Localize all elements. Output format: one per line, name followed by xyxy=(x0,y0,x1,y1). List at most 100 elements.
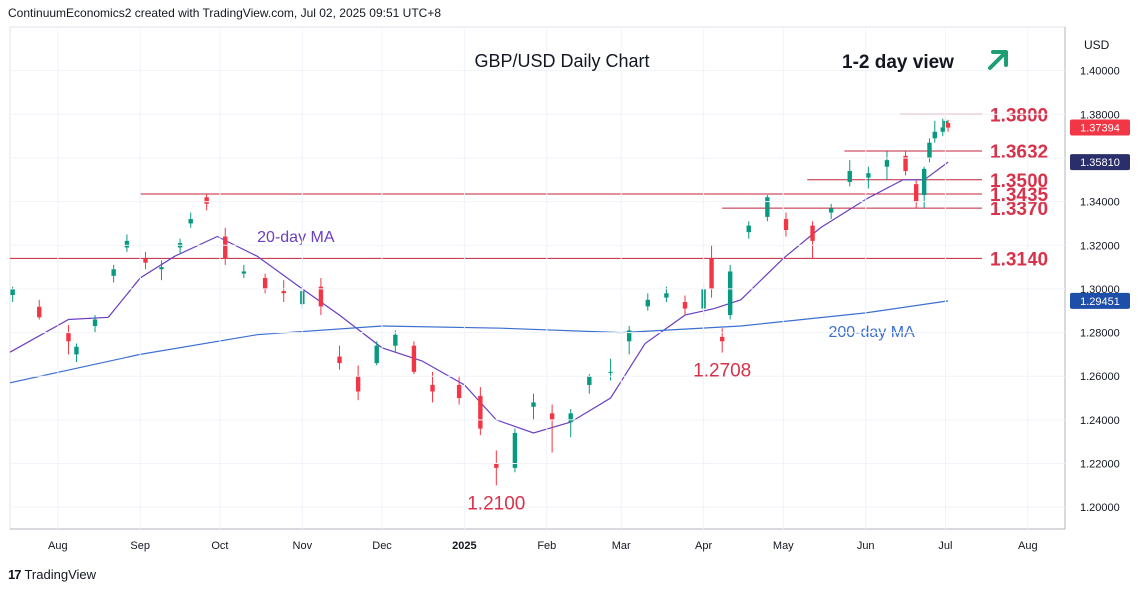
candle-body xyxy=(587,376,592,385)
time-tick-label: Nov xyxy=(293,540,313,552)
price-badge-label: 1.35810 xyxy=(1080,157,1120,169)
candle-body xyxy=(281,291,286,294)
candle xyxy=(411,341,417,375)
candle xyxy=(587,374,592,394)
candle xyxy=(645,293,650,311)
candle xyxy=(337,345,342,370)
candle-body xyxy=(10,289,15,296)
candle xyxy=(393,330,398,353)
chart-annotations: 1.2708 1.2100 xyxy=(467,361,751,515)
candle-body xyxy=(241,271,247,274)
candle xyxy=(765,195,770,222)
candle-body xyxy=(262,278,268,289)
candle xyxy=(512,428,518,473)
candle-body xyxy=(374,345,379,364)
candle-body xyxy=(512,432,518,468)
time-tick-label: Jun xyxy=(857,540,875,552)
tradingview-branding: 17 TradingView xyxy=(8,567,96,582)
level-label: 1.3140 xyxy=(990,249,1048,270)
time-tick-label: Feb xyxy=(537,540,556,552)
candle-body xyxy=(494,463,499,468)
candle xyxy=(494,450,499,486)
price-badge xyxy=(1070,154,1130,171)
price-badge xyxy=(1070,119,1130,136)
candle-body xyxy=(626,330,632,342)
candle xyxy=(719,328,725,353)
candle xyxy=(866,166,871,189)
level-label: 1.3800 xyxy=(990,105,1048,126)
time-tick-label: May xyxy=(773,540,794,552)
low-annotation: 1.2100 xyxy=(467,493,525,514)
candle xyxy=(884,151,890,180)
candle-body xyxy=(810,225,815,241)
candle xyxy=(709,245,714,298)
candle-body xyxy=(355,376,361,392)
candle-body xyxy=(719,336,725,342)
candle-body xyxy=(913,184,919,202)
price-tick-label: 1.40000 xyxy=(1080,66,1120,78)
level-label: 1.3500 xyxy=(990,171,1048,192)
candle xyxy=(531,393,536,420)
candle xyxy=(143,251,148,270)
candle xyxy=(92,315,98,333)
candle-body xyxy=(411,345,417,372)
candle-body xyxy=(204,197,209,204)
price-badge-label: 1.29451 xyxy=(1080,296,1120,308)
candle-body xyxy=(727,271,733,316)
chart-attribution: ContinuumEconomics2 created with Trading… xyxy=(8,6,442,20)
level-label: 1.3632 xyxy=(990,142,1048,163)
candle xyxy=(828,203,834,220)
candle-body xyxy=(66,332,71,342)
candle-body xyxy=(37,306,42,318)
candle-body xyxy=(709,258,714,289)
price-tick-label: 1.22000 xyxy=(1080,459,1120,471)
candle xyxy=(177,238,183,254)
candle xyxy=(374,341,379,366)
plot-area-border xyxy=(9,26,1066,530)
candle xyxy=(223,227,228,265)
candle-body xyxy=(765,197,770,217)
candle xyxy=(66,324,71,355)
candle-body xyxy=(940,127,945,132)
time-tick-label: 2025 xyxy=(452,540,476,552)
time-tick-label: Aug xyxy=(1018,540,1038,552)
price-badge-label: 1.37394 xyxy=(1080,123,1120,135)
candle xyxy=(37,299,42,320)
candlesticks[interactable] xyxy=(10,116,951,486)
low-annotation: 1.2708 xyxy=(693,361,751,382)
candle xyxy=(682,295,688,316)
candle-body xyxy=(478,395,483,429)
candle xyxy=(608,358,613,381)
candle xyxy=(456,376,462,405)
time-tick-label: Apr xyxy=(695,540,712,552)
price-tick-label: 1.20000 xyxy=(1080,502,1120,514)
ma-line xyxy=(9,161,949,434)
tradingview-brand: TradingView xyxy=(24,567,97,582)
candle-body xyxy=(337,356,342,364)
candle-body xyxy=(921,168,927,196)
price-tick-label: 1.26000 xyxy=(1080,371,1120,383)
candle-body xyxy=(92,319,98,327)
candle xyxy=(355,365,361,401)
candle-body xyxy=(568,413,573,423)
level-label: 1.3370 xyxy=(990,199,1048,220)
candle xyxy=(318,278,324,316)
candle-body xyxy=(884,160,890,167)
candle xyxy=(124,234,130,252)
price-tick-label: 1.38000 xyxy=(1080,109,1120,121)
candle xyxy=(262,273,268,294)
time-tick-label: Mar xyxy=(612,540,631,552)
candle-body xyxy=(645,299,650,307)
candle-body xyxy=(549,413,555,420)
candle xyxy=(810,221,815,259)
candle-body xyxy=(682,302,688,309)
candle-body xyxy=(143,258,148,263)
candle-body xyxy=(783,219,789,230)
arrow-up-right-icon xyxy=(988,50,1008,70)
candle-body xyxy=(318,286,324,307)
price-axis-badges: 1.37394 1.35810 1.29451 xyxy=(1070,119,1130,309)
candle xyxy=(945,119,951,132)
candle-body xyxy=(111,269,116,276)
